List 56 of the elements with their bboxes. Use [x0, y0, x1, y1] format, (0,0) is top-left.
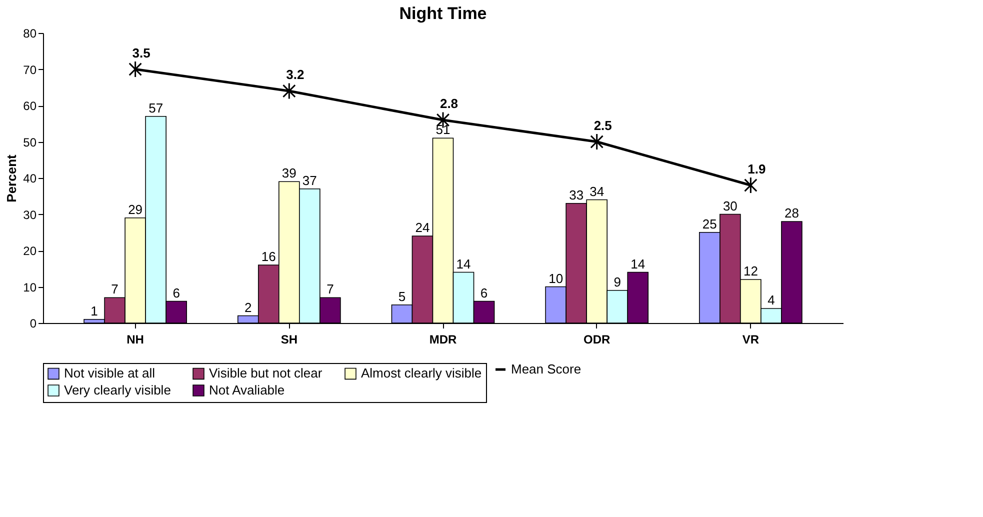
data-label: 39 — [282, 166, 296, 181]
y-tick-label: 60 — [23, 99, 37, 113]
data-label: 5 — [398, 288, 406, 304]
data-label: 3.2 — [286, 67, 304, 82]
data-label: 7 — [111, 282, 118, 297]
point — [128, 60, 142, 78]
data-label: 29 — [128, 202, 143, 217]
legend-label: Not Avaliable — [209, 382, 285, 398]
data-label: 7 — [326, 282, 334, 297]
chart-title: Night Time — [399, 4, 487, 23]
y-tick-label: 10 — [23, 280, 37, 294]
y-tick-label: 80 — [23, 26, 37, 40]
data-label: 9 — [614, 274, 621, 290]
data-label: 1.9 — [748, 161, 766, 176]
data-label: 10 — [548, 270, 564, 286]
y-axis-title: Percent — [4, 154, 20, 202]
data-label: 6 — [480, 285, 488, 300]
data-label: 14 — [630, 256, 646, 272]
legend-label: Visible but not clear — [209, 366, 323, 381]
x-tick-label: VR — [742, 332, 760, 346]
data-label: 37 — [302, 172, 317, 188]
data-label: 14 — [456, 256, 471, 272]
legend-label: Not visible at all — [64, 366, 156, 381]
data-label: 16 — [261, 249, 276, 264]
y-tick-label: 30 — [23, 208, 37, 222]
legend-label: Mean Score — [511, 362, 582, 376]
data-label: 28 — [784, 206, 799, 220]
y-tick-label: 70 — [23, 62, 37, 77]
data-label: 25 — [702, 216, 717, 232]
data-label: 2.5 — [594, 118, 612, 133]
x-tick-label: ODR — [584, 332, 611, 346]
data-label: 2 — [244, 300, 252, 315]
data-label: 30 — [722, 198, 738, 214]
legend-label: Very clearly visible — [64, 382, 171, 398]
data-label: 34 — [590, 184, 604, 199]
x-tick-label: NH — [126, 332, 144, 346]
x-tick-label: SH — [280, 332, 298, 346]
data-label: 33 — [569, 187, 584, 202]
y-tick-label: 0 — [30, 316, 37, 330]
data-label: 2.8 — [440, 96, 458, 111]
y-tick-label: 40 — [23, 172, 37, 186]
data-label: 24 — [415, 220, 430, 235]
data-label: 3.5 — [132, 45, 150, 60]
y-tick-label: 50 — [23, 135, 37, 150]
point — [590, 133, 604, 150]
data-label: 6 — [172, 285, 180, 300]
point — [282, 82, 296, 100]
point — [744, 176, 758, 194]
data-label: 12 — [743, 264, 758, 278]
y-tick-label: 20 — [23, 244, 37, 258]
legend-label: Almost clearly visible — [361, 366, 482, 381]
data-label: 51 — [436, 122, 450, 138]
x-tick-label: MDR — [429, 332, 457, 346]
data-label: 1 — [90, 303, 98, 318]
data-label: 57 — [148, 100, 164, 116]
data-label: 4 — [768, 292, 775, 308]
